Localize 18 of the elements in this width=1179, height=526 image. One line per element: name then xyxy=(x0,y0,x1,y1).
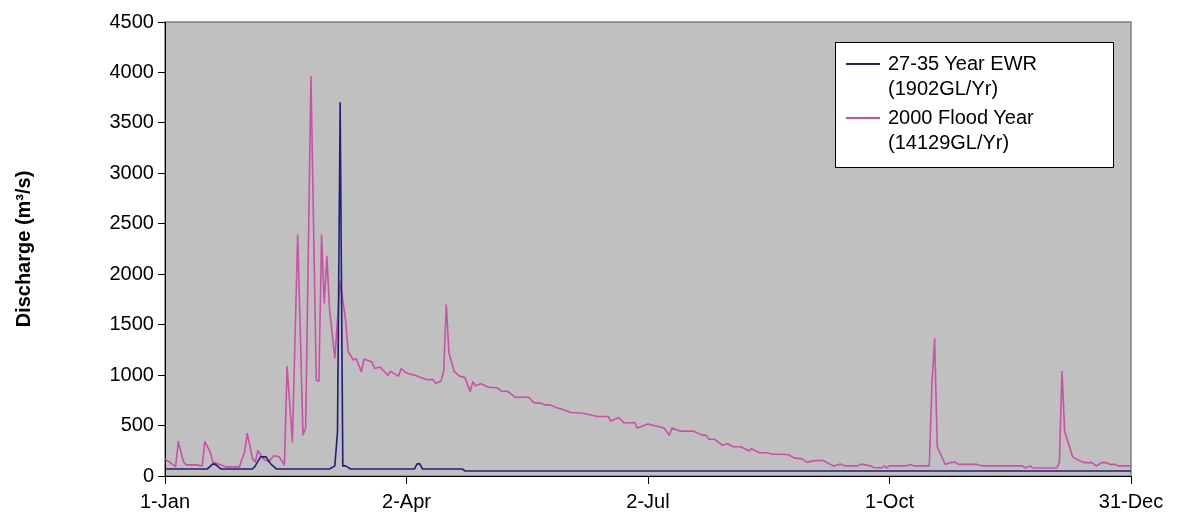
legend-label: 27-35 Year EWR (1902GL/Yr) xyxy=(888,51,1038,101)
x-tick-label: 1-Oct xyxy=(865,489,915,512)
x-tick-label: 1-Jan xyxy=(139,489,191,512)
y-tick-label: 1500 xyxy=(109,312,154,335)
y-tick-label: 1000 xyxy=(109,362,154,385)
y-tick-label: 2000 xyxy=(109,261,154,284)
x-tick-label: 2-Apr xyxy=(382,489,432,512)
y-tick-label: 3500 xyxy=(109,110,154,133)
y-tick-label: 3000 xyxy=(109,160,154,183)
y-tick-label: 4000 xyxy=(109,59,154,82)
y-tick-label: 2500 xyxy=(109,211,154,234)
y-tick-label: 4500 xyxy=(109,9,154,32)
y-tick-label: 500 xyxy=(120,413,154,436)
x-tick-label: 2-Jul xyxy=(626,489,670,512)
x-tick-label: 31-Dec xyxy=(1098,489,1164,512)
legend-label: 2000 Flood Year (14129GL/Yr) xyxy=(888,105,1035,155)
y-axis-title: Discharge (m³/s) xyxy=(11,170,34,328)
y-tick-label: 0 xyxy=(142,463,154,486)
